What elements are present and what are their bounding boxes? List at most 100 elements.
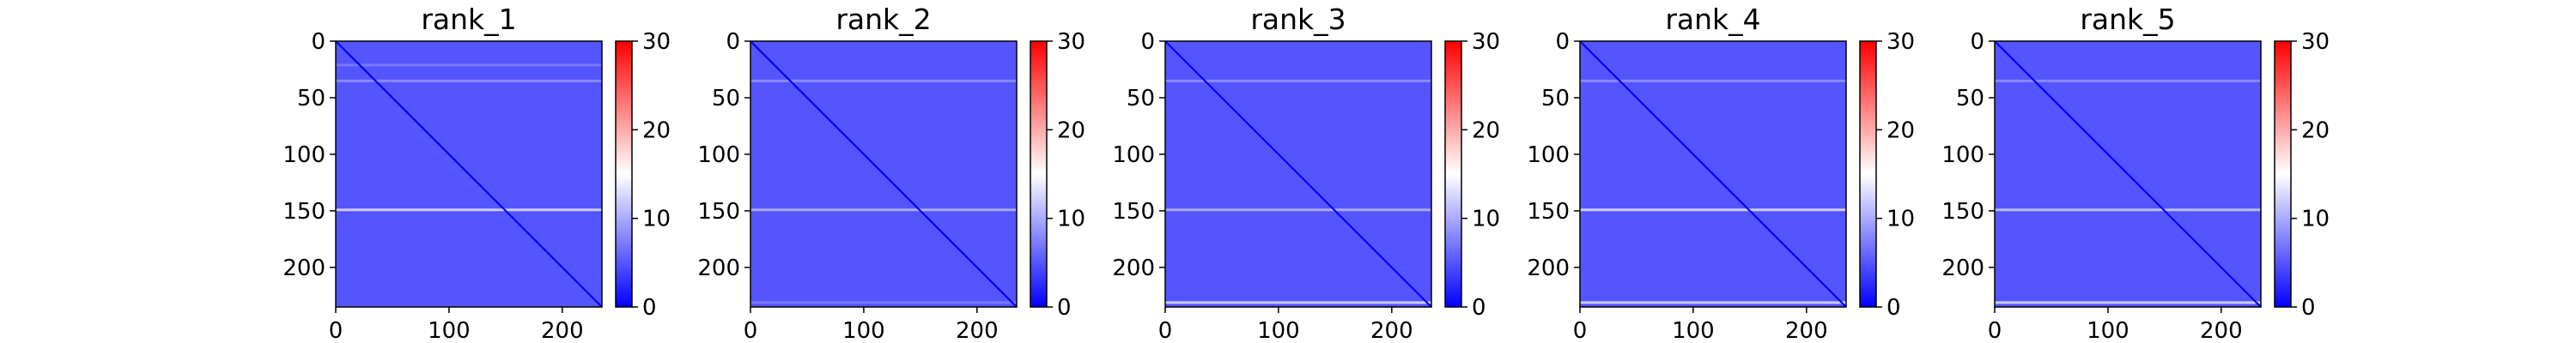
colorbar-tick-label: 20: [642, 117, 671, 143]
heatmap-panel-5: rank_5 0 50 100 150 200 0 100 200 0 10 20 30: [1941, 3, 2330, 343]
y-tick-label: 50: [1127, 86, 1155, 111]
heatmap-band: [1580, 208, 1846, 212]
x-tick-label: 100: [428, 318, 471, 343]
x-tick-label: 0: [1158, 318, 1173, 343]
x-tick-label: 200: [541, 318, 584, 343]
colorbar-tick-label: 30: [2301, 29, 2330, 55]
heatmap-diagonal: [1164, 40, 1432, 308]
x-tick-label: 0: [1573, 318, 1588, 343]
heatmap-band: [1165, 208, 1431, 212]
colorbar: [1444, 40, 1462, 308]
y-tick-label: 200: [1112, 256, 1155, 281]
axes-frame: [750, 40, 1018, 308]
y-tick-label: 200: [697, 256, 740, 281]
heatmap-band: [1995, 301, 2261, 304]
axes-frame: [1994, 40, 2262, 308]
x-tick-label: 0: [744, 318, 758, 343]
y-tick-label: 100: [283, 142, 325, 168]
y-tick-label: 200: [1941, 256, 1984, 281]
y-tick-label: 150: [1112, 199, 1155, 225]
heatmap-band: [336, 79, 602, 82]
colorbar-tick-label: 10: [1886, 207, 1915, 232]
x-tick-label: 0: [329, 318, 343, 343]
colorbar-tick-label: 20: [1472, 117, 1500, 143]
colorbar: [2274, 40, 2292, 308]
y-tick-label: 200: [1527, 256, 1570, 281]
y-tick-label: 150: [697, 199, 740, 225]
x-tick-label: 100: [842, 318, 885, 343]
colorbar-tick-label: 0: [1886, 295, 1901, 321]
heatmap-panel-2: rank_2 0 50 100 150 200 0 100 200 0 10 20 30: [697, 3, 1085, 343]
heatmap-band: [750, 301, 1017, 304]
colorbar-tick-label: 20: [1057, 117, 1085, 143]
heatmap-panel-4: rank_4 0 50 100 150 200 0 100 200 0 10 20 30: [1527, 3, 1915, 343]
y-tick-label: 150: [283, 199, 325, 225]
y-tick-label: 100: [1941, 142, 1984, 168]
x-tick-label: 200: [956, 318, 999, 343]
axes-frame: [1164, 40, 1432, 308]
heatmap-band: [750, 79, 1017, 82]
chart-title: rank_4: [1665, 3, 1760, 36]
x-tick-label: 100: [2087, 318, 2129, 343]
heatmap-band: [1995, 79, 2261, 82]
heatmap-diagonal: [1579, 40, 1847, 308]
colorbar-tick-label: 0: [1472, 295, 1486, 321]
heatmap-diagonal: [335, 40, 603, 308]
heatmap-band: [750, 208, 1017, 212]
heatmap-diagonal: [750, 40, 1018, 308]
colorbar-tick-label: 0: [1057, 295, 1072, 321]
colorbar-tick-label: 0: [2301, 295, 2316, 321]
y-tick-label: 150: [1527, 199, 1570, 225]
colorbar-tick-label: 30: [1057, 29, 1085, 55]
y-tick-label: 50: [1541, 86, 1570, 111]
heatmap-panel-1: rank_1 0 50 100 150 200 0 100 200 0 10 20 30: [283, 3, 671, 343]
x-tick-label: 100: [1672, 318, 1715, 343]
y-tick-label: 100: [1527, 142, 1570, 168]
x-tick-label: 200: [1785, 318, 1828, 343]
x-tick-label: 200: [2200, 318, 2243, 343]
heatmap-diagonal: [1994, 40, 2262, 308]
heatmap-band: [336, 208, 602, 212]
y-tick-label: 50: [1956, 86, 1984, 111]
y-tick-label: 50: [297, 86, 325, 111]
colorbar-tick-label: 0: [642, 295, 657, 321]
axes-frame: [335, 40, 603, 308]
axes-frame: [1579, 40, 1847, 308]
x-tick-label: 0: [1988, 318, 2002, 343]
y-tick-label: 0: [726, 29, 740, 55]
y-tick-label: 0: [311, 29, 325, 55]
heatmap-band: [1165, 301, 1431, 304]
y-tick-label: 0: [1140, 29, 1155, 55]
colorbar-tick-label: 30: [1472, 29, 1500, 55]
chart-title: rank_3: [1250, 3, 1346, 36]
heatmap-band: [1995, 208, 2261, 212]
colorbar-tick-label: 10: [1057, 207, 1085, 232]
colorbar: [615, 40, 633, 308]
heatmap-panel-3: rank_3 0 50 100 150 200 0 100 200 0 10 20 30: [1112, 3, 1500, 343]
y-tick-label: 50: [712, 86, 740, 111]
colorbar-tick-label: 20: [2301, 117, 2330, 143]
colorbar-tick-label: 10: [642, 207, 671, 232]
chart-title: rank_1: [421, 3, 516, 36]
colorbar-tick-label: 30: [642, 29, 671, 55]
heatmap-band: [1580, 79, 1846, 82]
y-tick-label: 150: [1941, 199, 1984, 225]
chart-title: rank_5: [2080, 3, 2175, 36]
chart-title: rank_2: [835, 3, 931, 36]
colorbar-tick-label: 20: [1886, 117, 1915, 143]
colorbar: [1859, 40, 1877, 308]
colorbar: [1030, 40, 1048, 308]
colorbar-tick-label: 30: [1886, 29, 1915, 55]
heatmap-band: [1580, 301, 1846, 304]
y-tick-label: 100: [697, 142, 740, 168]
y-tick-label: 0: [1555, 29, 1570, 55]
colorbar-tick-label: 10: [1472, 207, 1500, 232]
y-tick-label: 100: [1112, 142, 1155, 168]
y-tick-label: 0: [1970, 29, 1984, 55]
heatmap-band: [1165, 79, 1431, 82]
x-tick-label: 200: [1370, 318, 1413, 343]
y-tick-label: 200: [283, 256, 325, 281]
colorbar-tick-label: 10: [2301, 207, 2330, 232]
heatmap-band: [336, 63, 602, 67]
